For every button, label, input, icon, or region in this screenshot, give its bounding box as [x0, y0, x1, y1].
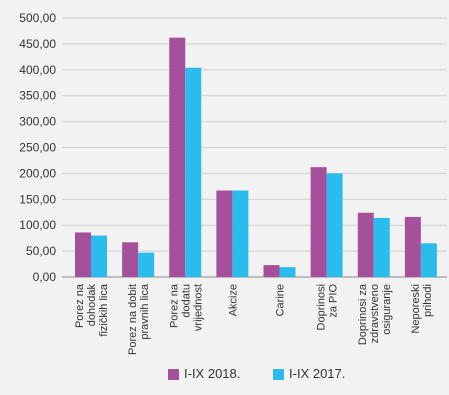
y-tick-label: 500,00 — [19, 11, 56, 25]
x-tick-label-line: Neporeski — [410, 284, 422, 334]
x-tick-label-line: Doprinosi za — [357, 283, 369, 345]
y-tick-label: 50,00 — [26, 244, 56, 258]
x-tick-label-line: dohodak — [86, 284, 98, 327]
bar-series-2 — [91, 235, 107, 277]
x-tick-label-line: prihodi — [422, 284, 434, 317]
x-tick-label-line: vrijednost — [192, 284, 204, 331]
x-tick-label: Akcize — [227, 284, 239, 316]
x-tick-label-line: zdravstveno — [369, 284, 381, 343]
x-tick-label: Porez na dodatu vrijednost — [168, 283, 204, 331]
legend-label: I-IX 2017. — [289, 366, 345, 381]
bar-series-1 — [310, 167, 327, 277]
y-tick-label: 100,00 — [19, 218, 56, 232]
y-tick-label: 150,00 — [19, 192, 56, 206]
bar-series-1 — [357, 212, 374, 277]
bar-series-1 — [404, 216, 421, 277]
x-tick-label-line: za PIO — [328, 284, 340, 318]
y-tick-label: 250,00 — [19, 141, 56, 155]
x-tick-label: Neporeski prihodi — [410, 284, 434, 334]
bar-series-2 — [138, 252, 155, 277]
y-tick-label: 450,00 — [19, 37, 56, 51]
y-tick-label: 400,00 — [19, 63, 56, 77]
bar-series-2 — [185, 67, 202, 277]
x-tick-label: Porez na dohodak fizičkih lica — [74, 283, 110, 336]
x-tick-label-line: Doprinosi — [316, 284, 328, 330]
bar-series-2 — [373, 217, 390, 277]
bar-series-2 — [420, 243, 437, 277]
x-tick-label-line: Porez na dobit — [127, 284, 139, 355]
bar-series-1 — [122, 242, 139, 277]
y-tick-label: 200,00 — [19, 166, 56, 180]
x-tick-label: Carine — [275, 284, 287, 316]
bar-series-1 — [263, 265, 280, 277]
bar-series-2 — [326, 173, 343, 277]
y-tick-label: 300,00 — [19, 115, 56, 129]
y-tick-label: 0,00 — [33, 270, 57, 284]
legend-swatch — [168, 369, 179, 380]
x-axis-ticks: Porez na dohodak fizičkih lica Porez na dob… — [74, 283, 434, 355]
bar-series-1 — [216, 190, 233, 277]
legend-swatch — [273, 369, 284, 380]
bar-series-1 — [75, 232, 91, 277]
legend-label: I-IX 2018. — [184, 366, 240, 381]
x-tick-label-line: Porez na — [168, 283, 180, 328]
x-tick-label-line: fizičkih lica — [98, 283, 110, 336]
x-tick-label-line: osiguranje — [381, 284, 393, 335]
y-axis-ticks: 0,00 50,00 100,00 150,00 200,00 250,00 300,00 3… — [19, 11, 56, 284]
x-tick-label-line: Akcize — [227, 284, 239, 316]
x-tick-label-line: pravnih lica — [139, 283, 151, 340]
x-tick-label: Doprinosi za PIO — [316, 284, 340, 331]
bar-series-1 — [169, 37, 186, 278]
x-tick-label-line: Porez na — [74, 283, 86, 328]
x-tick-label: Doprinosi za zdravstveno osiguranje — [357, 283, 393, 345]
y-tick-label: 350,00 — [19, 89, 56, 103]
bar-series-2 — [279, 267, 296, 277]
x-tick-label-line: dodatu — [180, 284, 192, 318]
bar-series-2 — [232, 190, 249, 277]
x-tick-label-line: Carine — [275, 284, 287, 316]
bar-layer — [75, 37, 437, 278]
legend: I-IX 2018. I-IX 2017. — [168, 366, 345, 381]
x-tick-label: Porez na dobit pravnih lica — [127, 283, 151, 355]
